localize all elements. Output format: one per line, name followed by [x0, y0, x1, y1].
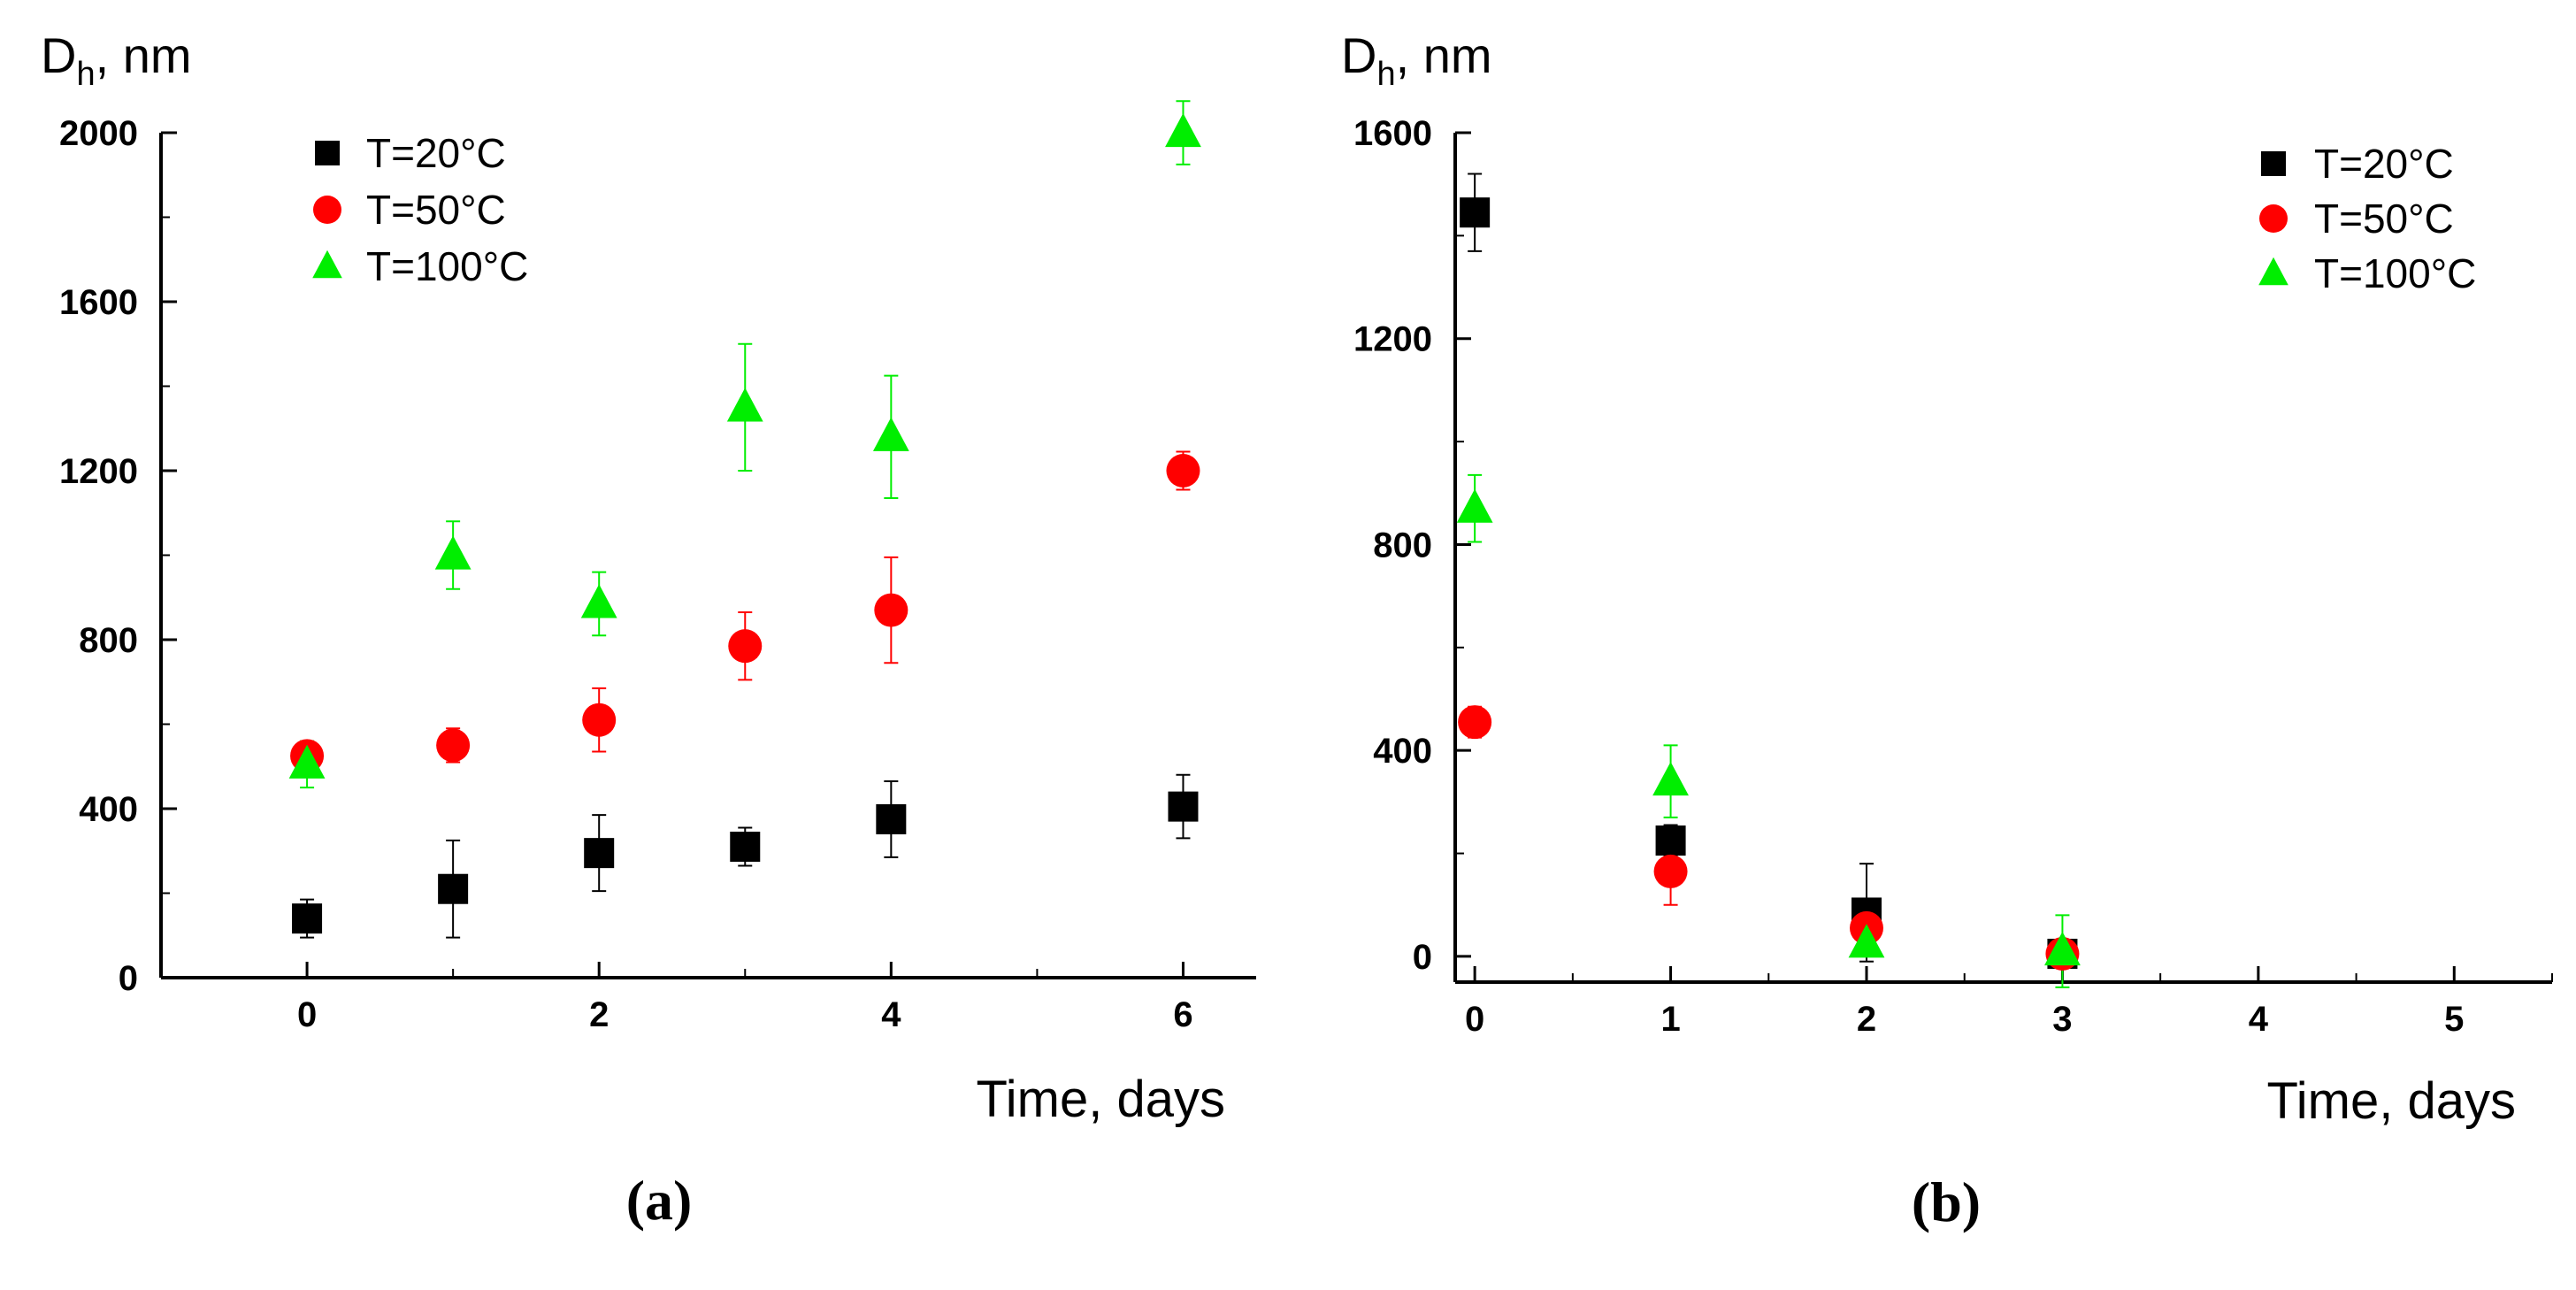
- data-point: [874, 593, 908, 627]
- legend-marker: [312, 250, 342, 279]
- y-tick-label: 1200: [59, 452, 138, 491]
- data-point: [582, 703, 617, 737]
- y-tick-label: 0: [1413, 938, 1432, 977]
- y-axis-label: Dh, nm: [1341, 27, 1492, 93]
- data-markers: [1456, 197, 2081, 971]
- data-point: [1168, 791, 1199, 822]
- x-tick-label: 4: [2249, 1000, 2269, 1039]
- x-axis-label: Time, days: [977, 1071, 1225, 1128]
- legend-marker: [2261, 151, 2286, 176]
- data-point: [580, 584, 617, 618]
- x-tick-label: 0: [1465, 1000, 1484, 1039]
- y-tick-label: 400: [1373, 732, 1432, 771]
- y-tick-label: 2000: [59, 114, 138, 153]
- data-point: [438, 873, 469, 904]
- data-point: [1652, 761, 1689, 796]
- legend: T=20°C T=50°C T=100°C: [312, 130, 528, 289]
- panel-label: (b): [1912, 1171, 1981, 1233]
- x-tick-label: 1: [1660, 1000, 1680, 1039]
- data-point: [1848, 924, 1885, 958]
- data-point: [436, 728, 471, 763]
- data-point: [1458, 705, 1492, 740]
- panel-label: (a): [626, 1169, 693, 1232]
- legend-label: T=50°C: [2314, 196, 2454, 242]
- data-point: [876, 803, 907, 834]
- x-tick-label: 2: [1857, 1000, 1876, 1039]
- y-tick-label: 1200: [1353, 320, 1432, 359]
- y-tick-label: 400: [79, 790, 138, 829]
- data-point: [1165, 112, 1201, 148]
- legend-label: T=50°C: [366, 187, 506, 233]
- data-point: [2044, 931, 2081, 966]
- data-markers: [288, 112, 1201, 934]
- x-tick-label: 3: [2052, 1000, 2072, 1039]
- axes: 0 400 800 1200 1600 0 1 2 3 4 5: [1353, 114, 2553, 1039]
- data-point: [1655, 825, 1686, 856]
- data-point: [584, 838, 615, 869]
- x-axis-label: Time, days: [2267, 1072, 2516, 1130]
- legend-marker: [315, 141, 340, 165]
- x-tick-label: 5: [2444, 1000, 2464, 1039]
- data-point: [434, 535, 472, 570]
- error-bars: [1468, 173, 2070, 988]
- data-point: [1460, 197, 1491, 228]
- data-point: [288, 744, 326, 779]
- y-axis-label: Dh, nm: [41, 27, 192, 93]
- data-point: [1166, 454, 1200, 488]
- axes: 0 400 800 1200 1600 2000 0 2 4 6: [59, 114, 1256, 1034]
- x-tick-label: 6: [1173, 995, 1192, 1034]
- legend-label: T=20°C: [366, 130, 506, 176]
- legend-label: T=100°C: [366, 243, 528, 289]
- panel-a: Dh, nm Time, days (a) 040080012001600200…: [41, 27, 1256, 1232]
- data-point: [1456, 488, 1493, 523]
- y-tick-label: 800: [1373, 526, 1432, 564]
- legend-marker: [313, 196, 341, 224]
- x-tick-label: 4: [881, 995, 901, 1034]
- data-point: [730, 831, 761, 862]
- data-point: [1653, 854, 1688, 888]
- y-tick-label: 0: [119, 959, 138, 998]
- legend-marker: [2258, 257, 2288, 286]
- y-tick-label: 1600: [1353, 114, 1432, 153]
- legend-marker: [2259, 204, 2288, 233]
- data-point: [872, 417, 909, 451]
- legend-label: T=100°C: [2314, 250, 2476, 296]
- y-tick-label: 1600: [59, 283, 138, 322]
- x-tick-label: 2: [589, 995, 609, 1034]
- legend: T=20°C T=50°C T=100°C: [2258, 141, 2476, 296]
- panel-b: Dh, nm Time, days (b) 0 400 800 1200 1600 0 1 2…: [1341, 27, 2553, 1233]
- y-tick-label: 800: [79, 621, 138, 660]
- legend-label: T=20°C: [2314, 141, 2454, 187]
- data-point: [726, 388, 763, 422]
- x-tick-label: 0: [297, 995, 317, 1034]
- data-point: [728, 629, 763, 664]
- data-point: [292, 903, 323, 934]
